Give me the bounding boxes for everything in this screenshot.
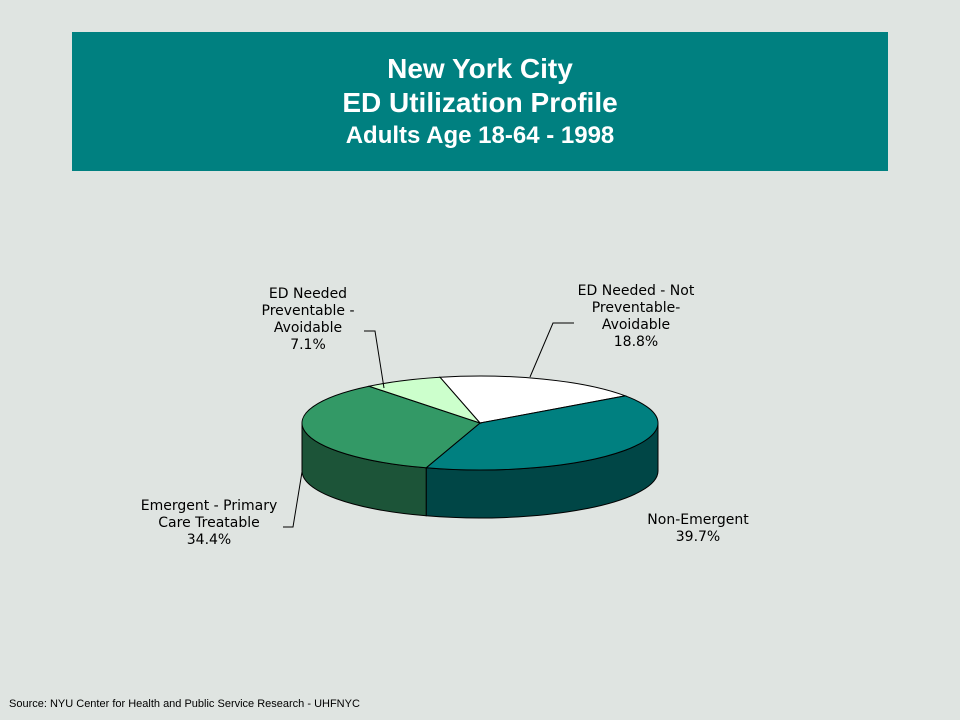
slice-label: Preventable - xyxy=(262,303,355,319)
slice-value-label: 18.8% xyxy=(614,334,658,350)
slice-label: Care Treatable xyxy=(158,515,259,531)
pie-tops xyxy=(301,375,659,471)
slice-label: Avoidable xyxy=(602,317,670,333)
pie-labels: ED Needed - NotPreventable-Avoidable18.8… xyxy=(141,283,749,548)
leader-line-0 xyxy=(529,322,574,378)
slice-label: Non-Emergent xyxy=(647,512,749,528)
slice-label: Avoidable xyxy=(274,320,342,336)
pie-slice-2 xyxy=(301,385,482,469)
title-banner: New York City ED Utilization Profile Adu… xyxy=(72,32,888,171)
chart-title-line-1: New York City xyxy=(387,52,573,84)
slice-label: Emergent - Primary xyxy=(141,498,278,514)
chart-subtitle: Adults Age 18-64 - 1998 xyxy=(345,121,615,149)
leader-line-3 xyxy=(364,330,385,389)
slice-value-label: 34.4% xyxy=(187,532,231,548)
slice-label: Preventable- xyxy=(592,300,681,316)
pie-slice-1 xyxy=(424,395,659,471)
pie-slice-3 xyxy=(367,376,482,425)
slice-value-label: 39.7% xyxy=(676,529,720,545)
slice-value-label: 7.1% xyxy=(290,337,326,353)
slice-label: ED Needed xyxy=(269,286,347,302)
source-note: Source: NYU Center for Health and Public… xyxy=(9,698,360,710)
chart-title-line-2: ED Utilization Profile xyxy=(342,86,618,118)
leader-line-2 xyxy=(283,471,303,528)
pie-slice-0 xyxy=(438,375,628,424)
slice-label: ED Needed - Not xyxy=(578,283,695,299)
